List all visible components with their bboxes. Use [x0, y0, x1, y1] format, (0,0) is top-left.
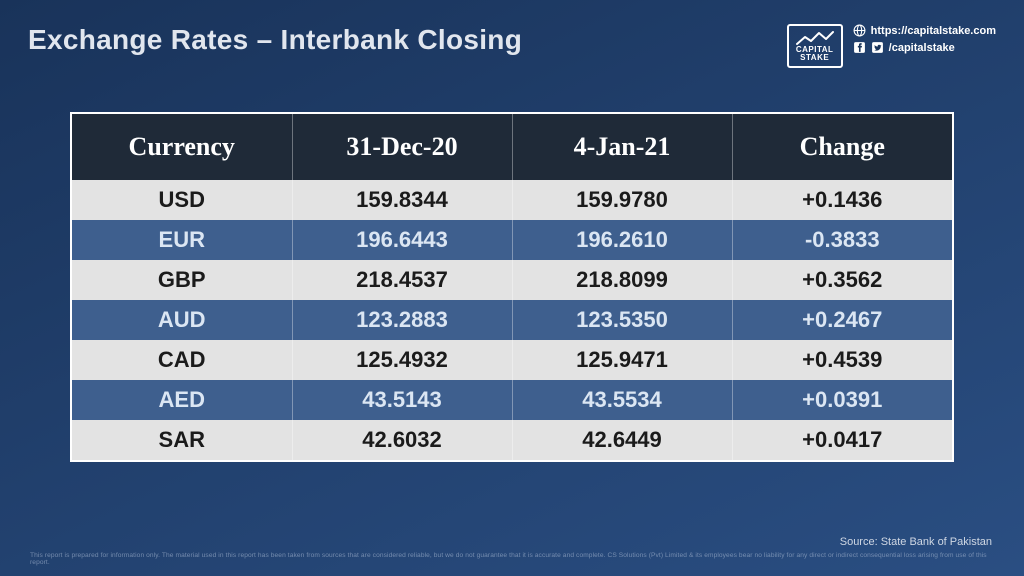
rates-table-container: Currency 31-Dec-20 4-Jan-21 Change USD15… [70, 112, 954, 462]
brand-logo: CAPITAL STAKE [787, 24, 843, 68]
table-cell: +0.3562 [732, 260, 952, 300]
globe-icon [853, 24, 866, 37]
line-chart-icon [796, 30, 834, 46]
col-header-currency: Currency [72, 114, 292, 180]
table-cell: USD [72, 180, 292, 220]
source-text: Source: State Bank of Pakistan [840, 536, 992, 548]
table-cell: 125.4932 [292, 340, 512, 380]
table-cell: 123.2883 [292, 300, 512, 340]
table-cell: AUD [72, 300, 292, 340]
table-row: EUR196.6443196.2610-0.3833 [72, 220, 952, 260]
brand-name-line2: STAKE [800, 54, 829, 62]
table-cell: +0.0417 [732, 420, 952, 460]
table-cell: 159.8344 [292, 180, 512, 220]
table-cell: +0.1436 [732, 180, 952, 220]
table-cell: 43.5534 [512, 380, 732, 420]
table-cell: SAR [72, 420, 292, 460]
table-row: USD159.8344159.9780+0.1436 [72, 180, 952, 220]
table-row: AED43.514343.5534+0.0391 [72, 380, 952, 420]
table-body: USD159.8344159.9780+0.1436EUR196.6443196… [72, 180, 952, 460]
table-cell: +0.4539 [732, 340, 952, 380]
brand-social-label: /capitalstake [889, 42, 955, 54]
disclaimer-text: This report is prepared for information … [30, 552, 994, 566]
table-cell: +0.2467 [732, 300, 952, 340]
table-cell: 42.6032 [292, 420, 512, 460]
table-header: Currency 31-Dec-20 4-Jan-21 Change [72, 114, 952, 180]
table-cell: EUR [72, 220, 292, 260]
table-cell: 159.9780 [512, 180, 732, 220]
twitter-icon [871, 41, 884, 54]
table-row: GBP218.4537218.8099+0.3562 [72, 260, 952, 300]
table-cell: 42.6449 [512, 420, 732, 460]
rates-table: Currency 31-Dec-20 4-Jan-21 Change USD15… [72, 114, 952, 460]
title-bar: Exchange Rates – Interbank Closing CAPIT… [28, 24, 996, 68]
facebook-icon [853, 41, 866, 54]
table-cell: CAD [72, 340, 292, 380]
col-header-change: Change [732, 114, 952, 180]
page-title: Exchange Rates – Interbank Closing [28, 24, 522, 56]
table-cell: 123.5350 [512, 300, 732, 340]
brand-block: CAPITAL STAKE https://capitalstake.com [787, 24, 996, 68]
table-cell: 196.6443 [292, 220, 512, 260]
table-row: CAD125.4932125.9471+0.4539 [72, 340, 952, 380]
col-header-date1: 31-Dec-20 [292, 114, 512, 180]
table-row: AUD123.2883123.5350+0.2467 [72, 300, 952, 340]
table-cell: 125.9471 [512, 340, 732, 380]
table-cell: GBP [72, 260, 292, 300]
table-cell: +0.0391 [732, 380, 952, 420]
table-cell: 218.4537 [292, 260, 512, 300]
table-row: SAR42.603242.6449+0.0417 [72, 420, 952, 460]
table-cell: 43.5143 [292, 380, 512, 420]
brand-links: https://capitalstake.com /capitalstake [853, 24, 996, 54]
brand-social-row: /capitalstake [853, 41, 996, 54]
table-cell: -0.3833 [732, 220, 952, 260]
brand-website-label: https://capitalstake.com [871, 25, 996, 37]
table-cell: 196.2610 [512, 220, 732, 260]
table-cell: 218.8099 [512, 260, 732, 300]
table-cell: AED [72, 380, 292, 420]
brand-website-row: https://capitalstake.com [853, 24, 996, 37]
col-header-date2: 4-Jan-21 [512, 114, 732, 180]
